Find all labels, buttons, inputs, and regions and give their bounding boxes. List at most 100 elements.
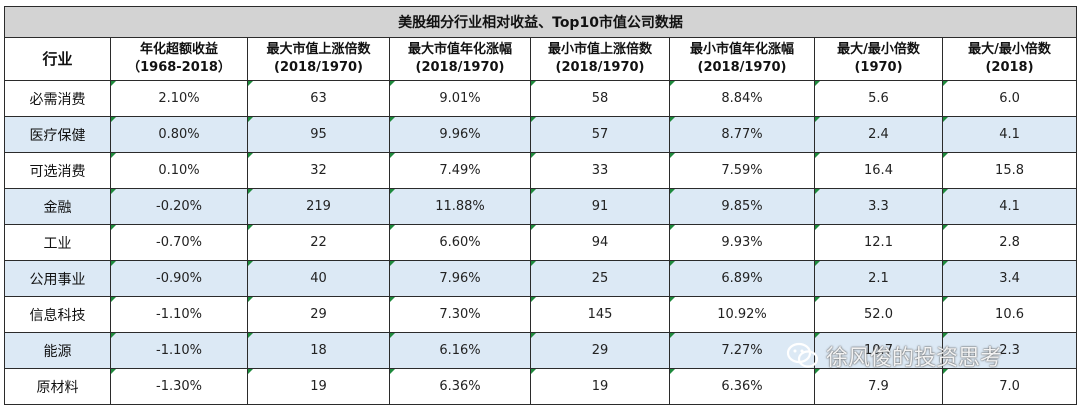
table-cell: 58 <box>530 80 670 117</box>
table-cell: 9.85% <box>669 188 815 225</box>
cell-marker <box>111 369 116 374</box>
table-cell: 9.93% <box>669 224 815 261</box>
table-cell: 52.0 <box>814 296 943 333</box>
cell-marker <box>390 189 395 194</box>
table-cell: 10.92% <box>669 296 815 333</box>
cell-marker <box>390 369 395 374</box>
table-cell: 公用事业 <box>4 260 111 297</box>
table-cell: -1.10% <box>110 332 248 369</box>
table-cell: 7.27% <box>669 332 815 369</box>
data-table: 美股细分行业相对收益、Top10市值公司数据 行业 年化超额收益 （1968-2… <box>3 6 1078 405</box>
table-cell: 9.96% <box>389 116 531 153</box>
table-cell: 医疗保健 <box>4 116 111 153</box>
cell-marker <box>943 333 948 338</box>
table-cell: 6.36% <box>389 368 531 405</box>
cell-marker <box>248 117 253 122</box>
cell-marker <box>670 369 675 374</box>
cell-marker <box>248 333 253 338</box>
cell-marker <box>943 369 948 374</box>
table-cell: 2.1 <box>814 260 943 297</box>
cell-marker <box>390 153 395 158</box>
table-cell: 6.0 <box>941 80 1078 117</box>
table-cell: 22 <box>247 224 390 261</box>
table-cell: 信息科技 <box>4 296 111 333</box>
table-cell: 95 <box>247 116 390 153</box>
table-cell: 94 <box>530 224 670 261</box>
table-cell: 7.49% <box>389 152 531 189</box>
table-cell: 2.4 <box>814 116 943 153</box>
table-cell: 7.30% <box>389 296 531 333</box>
cell-marker <box>815 189 820 194</box>
table-cell: 4.1 <box>941 188 1078 225</box>
table-cell: 9.01% <box>389 80 531 117</box>
table-cell: 6.36% <box>669 368 815 405</box>
cell-marker <box>670 117 675 122</box>
header-annual-excess-return: 年化超额收益 （1968-2018） <box>110 37 248 81</box>
cell-marker <box>815 333 820 338</box>
table-row: 金融 -0.20% 219 11.88% 91 9.85% 3.3 4.1 <box>4 188 1078 225</box>
cell-marker <box>531 333 536 338</box>
table-cell: 57 <box>530 116 670 153</box>
table-row: 医疗保健 0.80% 95 9.96% 57 8.77% 2.4 4.1 <box>4 116 1078 153</box>
cell-marker <box>248 225 253 230</box>
table-cell: 11.88% <box>389 188 531 225</box>
table-cell: -0.90% <box>110 260 248 297</box>
cell-marker <box>815 225 820 230</box>
cell-marker <box>111 225 116 230</box>
table-row: 工业 -0.70% 22 6.60% 94 9.93% 12.1 2.8 <box>4 224 1078 261</box>
cell-marker <box>248 369 253 374</box>
cell-marker <box>390 261 395 266</box>
cell-marker <box>815 261 820 266</box>
cell-marker <box>670 153 675 158</box>
cell-marker <box>248 297 253 302</box>
cell-marker <box>815 117 820 122</box>
header-max-cap-multiple: 最大市值上涨倍数 (2018/1970) <box>247 37 390 81</box>
table-cell: -0.20% <box>110 188 248 225</box>
cell-marker <box>531 189 536 194</box>
table-cell: 0.10% <box>110 152 248 189</box>
table-cell: 33 <box>530 152 670 189</box>
cell-marker <box>111 153 116 158</box>
table-title: 美股细分行业相对收益、Top10市值公司数据 <box>3 6 1078 38</box>
table-cell: 63 <box>247 80 390 117</box>
table-cell: 29 <box>530 332 670 369</box>
table-cell: 7.59% <box>669 152 815 189</box>
cell-marker <box>111 297 116 302</box>
table-row: 必需消费 2.10% 63 9.01% 58 8.84% 5.6 6.0 <box>4 80 1078 117</box>
table-cell: 可选消费 <box>4 152 111 189</box>
cell-marker <box>531 369 536 374</box>
table-cell: 5.6 <box>814 80 943 117</box>
table-cell: 7.96% <box>389 260 531 297</box>
cell-marker <box>531 153 536 158</box>
header-industry: 行业 <box>4 37 111 81</box>
cell-marker <box>670 333 675 338</box>
table-cell: 40 <box>247 260 390 297</box>
cell-marker <box>531 261 536 266</box>
table-row: 信息科技 -1.10% 29 7.30% 145 10.92% 52.0 10.… <box>4 296 1078 333</box>
table-cell: 15.8 <box>941 152 1078 189</box>
table-row: 可选消费 0.10% 32 7.49% 33 7.59% 16.4 15.8 <box>4 152 1078 189</box>
table-cell: 29 <box>247 296 390 333</box>
cell-marker <box>248 261 253 266</box>
cell-marker <box>531 225 536 230</box>
header-min-cap-multiple: 最小市值上涨倍数 (2018/1970) <box>530 37 670 81</box>
cell-marker <box>670 81 675 86</box>
table-row: 原材料 -1.30% 19 6.36% 19 6.36% 7.9 7.0 <box>4 368 1078 405</box>
table-cell: 2.10% <box>110 80 248 117</box>
cell-marker <box>943 261 948 266</box>
cell-marker <box>248 189 253 194</box>
cell-marker <box>815 297 820 302</box>
table-cell: 3.4 <box>941 260 1078 297</box>
header-row: 行业 年化超额收益 （1968-2018） 最大市值上涨倍数 (2018/197… <box>4 37 1078 81</box>
table-cell: -1.10% <box>110 296 248 333</box>
cell-marker <box>248 153 253 158</box>
table-cell: 19 <box>530 368 670 405</box>
cell-marker <box>390 333 395 338</box>
cell-marker <box>531 297 536 302</box>
cell-marker <box>943 81 948 86</box>
table-cell: 2.8 <box>941 224 1078 261</box>
table-cell: 7.9 <box>814 368 943 405</box>
cell-marker <box>670 225 675 230</box>
header-min-cap-annual-growth: 最小市值年化涨幅 (2018/1970) <box>669 37 815 81</box>
table-cell: 3.3 <box>814 188 943 225</box>
